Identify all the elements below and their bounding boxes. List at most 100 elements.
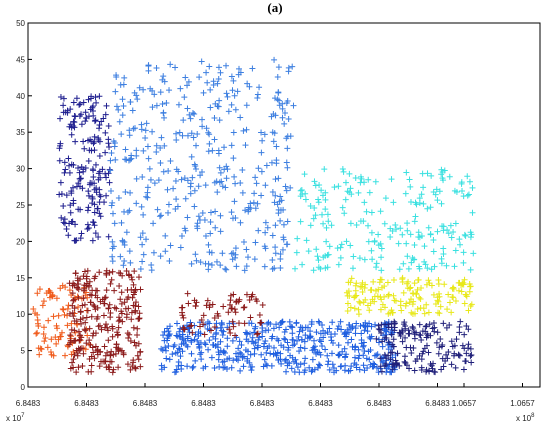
data-point: [410, 290, 417, 297]
data-point: [85, 188, 92, 195]
data-point: [303, 237, 310, 244]
data-point: [377, 208, 384, 215]
data-point: [214, 189, 221, 196]
data-point: [436, 310, 443, 317]
data-point: [432, 191, 439, 198]
data-point: [179, 309, 186, 316]
data-point: [173, 366, 180, 373]
data-point: [73, 318, 80, 325]
data-point: [68, 326, 75, 333]
data-point: [311, 343, 318, 350]
data-point: [44, 344, 51, 351]
data-point: [198, 58, 205, 65]
data-point: [275, 89, 282, 96]
data-point: [251, 190, 258, 197]
data-point: [268, 159, 275, 166]
data-point: [389, 349, 396, 356]
data-point: [313, 329, 320, 336]
data-point: [117, 296, 124, 303]
data-point: [359, 288, 366, 295]
data-point: [182, 195, 189, 202]
data-point: [248, 320, 255, 327]
data-point: [388, 307, 395, 314]
data-point: [394, 350, 401, 357]
data-point: [53, 340, 60, 347]
data-point: [211, 136, 218, 143]
data-point: [376, 326, 383, 333]
data-point: [309, 347, 316, 354]
data-point: [96, 186, 103, 193]
data-point: [70, 200, 77, 207]
data-point: [283, 356, 289, 363]
data-point: [261, 131, 268, 138]
data-point: [110, 138, 117, 145]
y-axis: 0 5 10 15 20 25 30 35 40 45 50: [16, 19, 32, 392]
data-point: [277, 350, 284, 357]
data-point: [162, 347, 169, 354]
data-point: [249, 65, 256, 72]
data-point: [297, 344, 304, 351]
data-point: [230, 357, 237, 364]
data-point: [217, 324, 224, 331]
data-point: [41, 338, 48, 345]
data-point: [107, 352, 114, 359]
data-point: [105, 305, 112, 312]
data-point: [395, 240, 402, 247]
data-point: [283, 159, 290, 166]
data-point: [68, 131, 75, 138]
data-point: [435, 350, 442, 357]
data-point: [322, 196, 329, 203]
data-point: [355, 189, 362, 196]
data-point: [30, 305, 37, 312]
data-point: [271, 130, 278, 137]
data-point: [57, 94, 64, 101]
data-point: [81, 301, 88, 308]
data-point: [215, 64, 222, 71]
data-point: [200, 365, 207, 372]
data-point: [193, 257, 200, 264]
data-point: [402, 190, 409, 197]
data-point: [291, 341, 298, 348]
data-point: [173, 130, 180, 137]
data-point: [202, 260, 209, 267]
data-point: [74, 350, 81, 357]
data-point: [418, 232, 425, 239]
data-point: [108, 150, 115, 157]
data-point: [187, 190, 194, 197]
data-point: [80, 99, 87, 106]
data-point: [206, 320, 213, 327]
data-point: [194, 225, 201, 232]
data-point: [215, 150, 222, 157]
data-point: [196, 343, 203, 350]
data-point: [428, 266, 435, 273]
data-point: [85, 137, 92, 144]
data-point: [460, 259, 467, 266]
data-point: [380, 359, 387, 366]
data-point: [343, 238, 350, 245]
data-point: [55, 312, 62, 319]
data-point: [460, 193, 467, 200]
data-point: [38, 346, 45, 353]
data-point: [88, 147, 95, 154]
data-point: [137, 234, 144, 241]
data-point: [191, 297, 198, 304]
data-point: [456, 323, 463, 330]
data-point: [272, 244, 279, 251]
data-point: [324, 352, 331, 359]
data-point: [157, 253, 164, 260]
figure-title: (a): [267, 0, 283, 15]
data-point: [283, 135, 290, 142]
data-point: [305, 248, 312, 255]
data-point: [81, 268, 88, 275]
data-point: [341, 345, 348, 352]
data-point: [352, 330, 359, 337]
data-point: [310, 267, 317, 274]
data-point: [390, 199, 397, 206]
data-point: [407, 284, 414, 291]
data-point: [121, 299, 128, 306]
data-point: [144, 143, 151, 150]
data-point: [298, 336, 305, 343]
data-point: [140, 86, 147, 93]
data-point: [148, 261, 155, 268]
data-point: [247, 314, 254, 321]
